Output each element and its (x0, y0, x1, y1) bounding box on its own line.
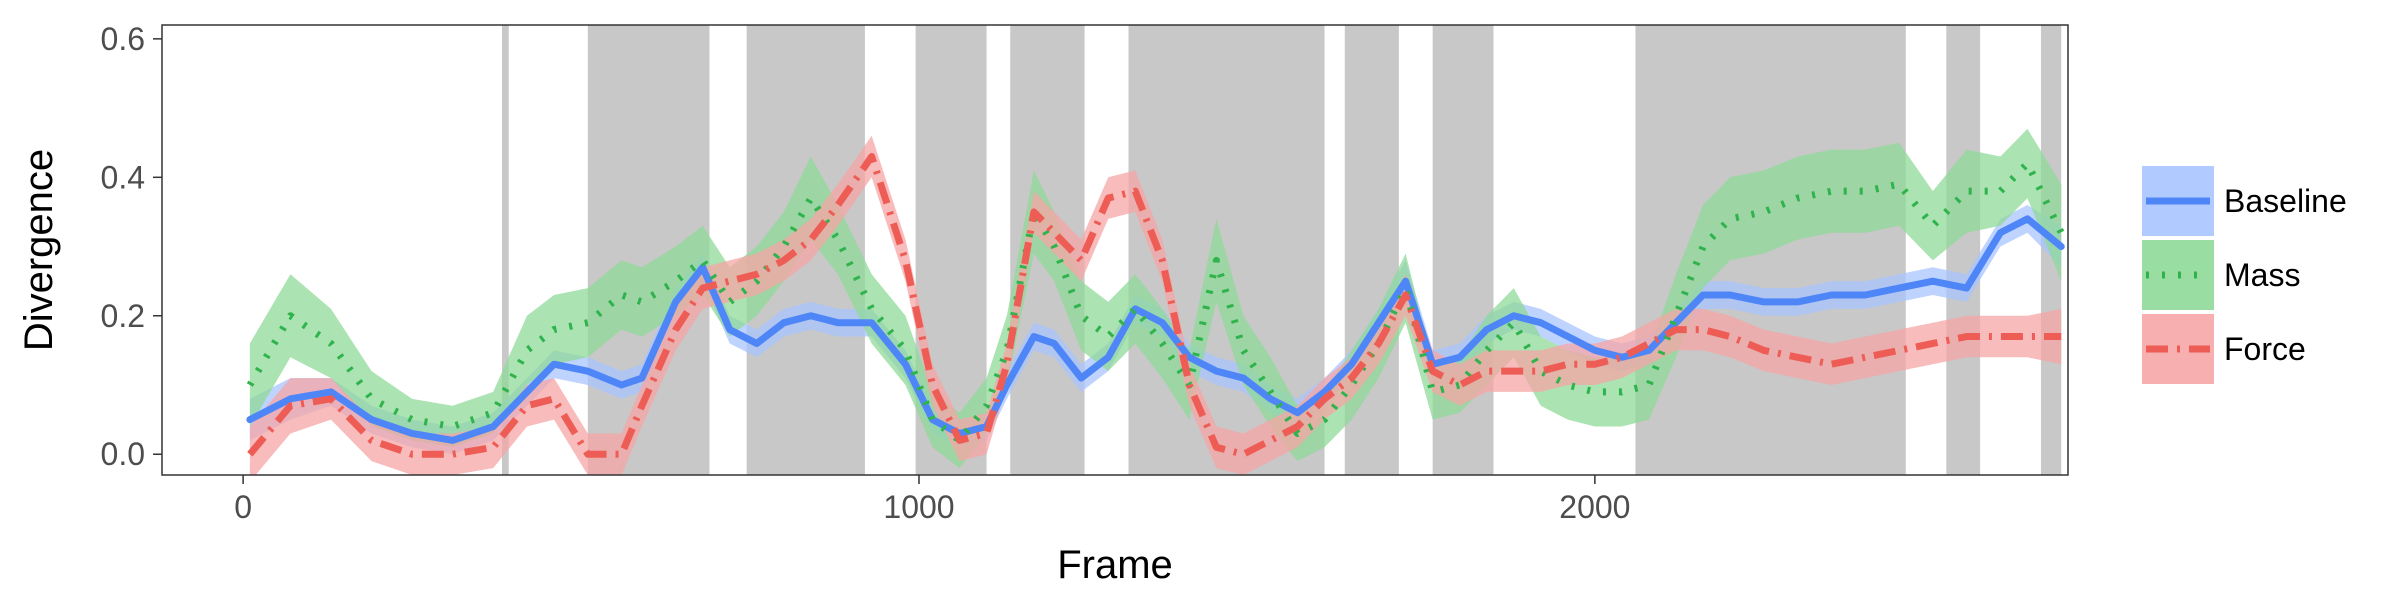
legend: Baseline Mass Force (2142, 166, 2347, 384)
y-tick-label-1: 0.2 (101, 298, 145, 334)
band-mass (249, 128, 2062, 469)
shaded-interval-9 (1946, 25, 1981, 475)
band-force (249, 135, 2062, 475)
plot-frame (161, 24, 2069, 476)
legend-label-force: Force (2224, 331, 2306, 367)
line-baseline (246, 215, 2065, 444)
y-axis-label: Divergence (17, 149, 61, 351)
x-axis-label: Frame (1057, 543, 1173, 587)
legend-label-baseline: Baseline (2224, 183, 2347, 219)
y-tick-label-0: 0.0 (101, 436, 145, 472)
x-tick-label-0: 0 (234, 489, 252, 525)
legend-label-mass: Mass (2224, 257, 2300, 293)
shaded-interval-0 (501, 25, 509, 475)
axes: 0 1000 2000 0.0 0.2 0.4 0.6 (101, 21, 1631, 525)
x-tick-label-1: 1000 (883, 489, 954, 525)
series-lines (246, 153, 2065, 458)
y-tick-label-3: 0.6 (101, 21, 145, 57)
line-force (247, 153, 2062, 458)
x-tick-label-2: 2000 (1559, 489, 1630, 525)
line-mass (246, 159, 2065, 444)
y-tick-label-2: 0.4 (101, 159, 145, 195)
